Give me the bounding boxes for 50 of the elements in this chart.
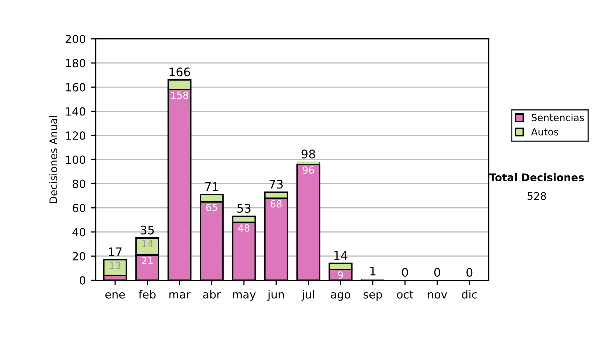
x-tick-label: dic [462, 290, 478, 299]
data-label: 9 [338, 272, 344, 279]
y-tick-label: 100 [66, 156, 86, 164]
total-label: 35 [140, 226, 154, 235]
y-tick-label: 0 [80, 276, 86, 285]
data-label: 48 [238, 224, 250, 232]
data-label: 21 [142, 257, 153, 264]
y-tick-label: 200 [66, 35, 86, 44]
y-tick-label: 160 [66, 83, 86, 92]
x-tick-label: oct [397, 290, 414, 299]
y-tick-label: 140 [66, 107, 86, 116]
y-tick-label: 180 [66, 59, 86, 68]
x-tick-label: may [233, 292, 256, 301]
total-label: 14 [334, 251, 348, 260]
legend-label: Autos [531, 128, 558, 136]
text: Total Decisiones [489, 173, 584, 182]
total-label: 166 [170, 68, 190, 77]
total-label: 73 [270, 180, 283, 189]
y-tick-label: 80 [72, 180, 86, 188]
total-label: 17 [109, 248, 122, 256]
x-tick-label: ene [106, 292, 126, 299]
data-label: 13 [110, 262, 121, 270]
x-tick-label: mar [170, 292, 191, 299]
x-tick-label: nov [428, 292, 448, 299]
bar [103, 259, 128, 276]
x-tick-label: sep [364, 292, 382, 301]
y-tick-label: 40 [72, 228, 86, 237]
y-axis-title: Decisiones Anual [49, 116, 58, 204]
total-label: 0 [402, 268, 408, 278]
data-label: 158 [172, 92, 188, 100]
data-label: 65 [206, 204, 218, 212]
total-label: 0 [434, 268, 440, 278]
y-tick-label: 60 [72, 204, 86, 212]
text: 528 [528, 192, 546, 200]
total-label: 0 [466, 268, 473, 278]
total-label: 1 [370, 267, 376, 276]
x-tick-label: feb [138, 290, 156, 299]
x-tick-label: ago [331, 292, 351, 301]
y-tick-label: 20 [72, 252, 86, 261]
x-tick-label: jul [302, 290, 314, 301]
x-tick-label: jun [268, 290, 284, 301]
legend-label: Sentencias [532, 114, 584, 122]
total-label: 98 [302, 150, 316, 159]
data-label: 96 [303, 166, 314, 174]
y-tick-label: 120 [66, 132, 86, 140]
x-tick-label: abr [203, 290, 222, 299]
data-label: 68 [270, 200, 282, 208]
total-label: 53 [238, 204, 251, 214]
data-label: 14 [142, 240, 154, 248]
total-label: 71 [205, 182, 218, 192]
